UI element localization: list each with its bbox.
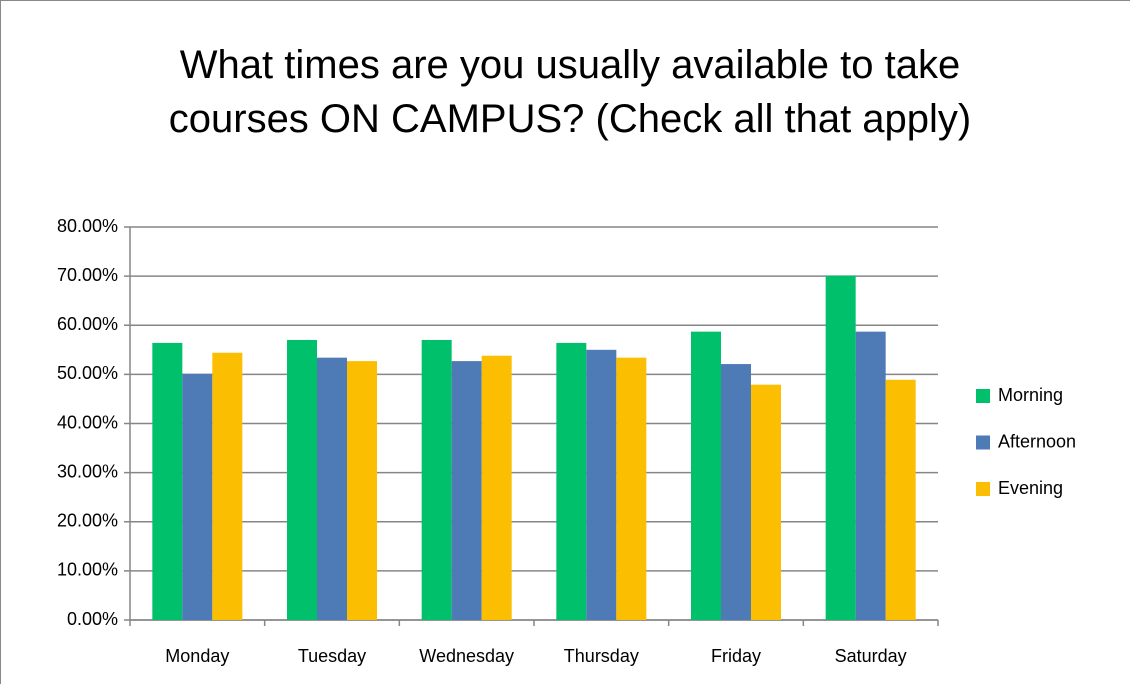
bar: [481, 355, 512, 620]
y-tick-label: 30.00%: [57, 461, 118, 481]
bar: [751, 384, 781, 620]
bar: [347, 361, 377, 620]
x-tick-label: Friday: [711, 646, 761, 666]
bar: [212, 352, 243, 620]
bar: [556, 342, 587, 620]
chart-title: What times are you usually available to …: [168, 43, 972, 141]
y-tick-label: 40.00%: [57, 412, 118, 432]
x-tick-label: Wednesday: [419, 646, 514, 666]
legend-swatch: [976, 435, 990, 450]
y-tick-label: 80.00%: [57, 216, 118, 236]
legend-label: Afternoon: [998, 431, 1076, 451]
bar: [421, 339, 452, 620]
y-tick-label: 60.00%: [57, 314, 118, 334]
bar: [152, 342, 183, 620]
y-tick-label: 20.00%: [57, 511, 118, 531]
x-tick-label: Monday: [165, 646, 229, 666]
legend-label: Morning: [998, 385, 1063, 405]
legend-swatch: [976, 389, 990, 403]
y-tick-label: 50.00%: [57, 363, 118, 383]
y-tick-label: 70.00%: [57, 265, 118, 285]
bar: [586, 349, 617, 620]
x-tick-label: Thursday: [564, 646, 639, 666]
x-tick-label: Tuesday: [298, 646, 366, 666]
bar: [182, 373, 213, 620]
y-tick-label: 10.00%: [57, 560, 118, 580]
bar: [616, 357, 647, 620]
bar: [287, 339, 317, 620]
bar: [885, 379, 916, 620]
bar: [721, 364, 751, 620]
legend-swatch: [976, 482, 990, 496]
bar: [825, 275, 856, 620]
bar: [691, 331, 721, 620]
bar: [855, 331, 886, 620]
bar: [451, 361, 482, 620]
legend-label: Evening: [998, 478, 1063, 498]
x-tick-label: Saturday: [835, 646, 907, 666]
bar: [317, 357, 347, 620]
y-tick-label: 0.00%: [67, 609, 118, 629]
